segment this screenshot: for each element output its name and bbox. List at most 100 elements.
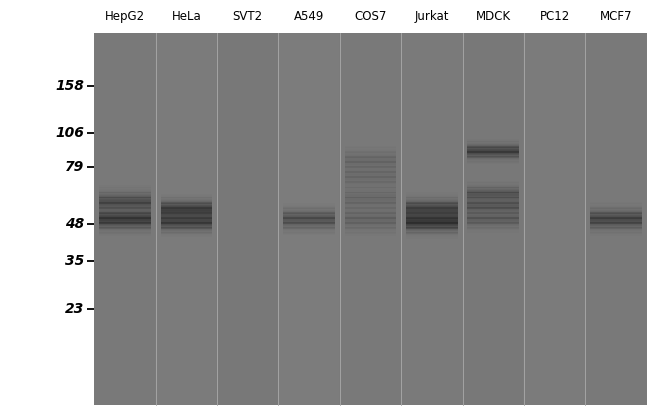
Bar: [467, 197, 519, 199]
Bar: [467, 224, 519, 226]
Bar: [467, 191, 519, 193]
Bar: [161, 222, 212, 224]
Text: SVT2: SVT2: [233, 10, 263, 23]
Bar: [99, 214, 151, 215]
Bar: [406, 229, 458, 231]
Bar: [467, 209, 519, 210]
Bar: [99, 190, 151, 191]
Bar: [344, 185, 396, 186]
Bar: [344, 173, 396, 175]
Bar: [467, 156, 519, 158]
Bar: [161, 221, 212, 222]
Bar: [590, 224, 642, 226]
Bar: [467, 196, 519, 198]
Bar: [406, 209, 458, 210]
Bar: [161, 219, 212, 220]
Bar: [590, 219, 642, 221]
Bar: [161, 232, 212, 234]
Bar: [344, 148, 396, 149]
Bar: [95, 33, 155, 405]
Bar: [467, 143, 519, 144]
Bar: [283, 223, 335, 225]
Bar: [99, 215, 151, 217]
Bar: [590, 234, 642, 236]
Bar: [344, 164, 396, 166]
Bar: [161, 196, 212, 198]
Bar: [99, 206, 151, 208]
Bar: [161, 234, 212, 236]
Bar: [161, 207, 212, 209]
Bar: [99, 227, 151, 229]
Bar: [99, 205, 151, 206]
Bar: [99, 219, 151, 221]
Bar: [344, 215, 396, 217]
Bar: [344, 146, 396, 148]
Bar: [406, 194, 458, 195]
Bar: [406, 226, 458, 227]
Bar: [161, 195, 212, 196]
Bar: [406, 214, 458, 215]
Bar: [99, 231, 151, 232]
Bar: [283, 233, 335, 235]
Bar: [161, 201, 212, 203]
Bar: [463, 33, 523, 405]
Bar: [406, 206, 458, 208]
Bar: [467, 182, 519, 184]
Bar: [467, 219, 519, 221]
Bar: [406, 219, 458, 220]
Bar: [344, 221, 396, 222]
Bar: [344, 205, 396, 206]
Bar: [344, 211, 396, 213]
Bar: [467, 195, 519, 196]
Bar: [344, 222, 396, 224]
Bar: [283, 214, 335, 215]
Bar: [344, 209, 396, 210]
Bar: [161, 214, 212, 215]
Bar: [161, 226, 212, 227]
Bar: [283, 229, 335, 231]
Bar: [467, 181, 519, 183]
Bar: [406, 221, 458, 222]
Text: COS7: COS7: [354, 10, 387, 23]
Bar: [99, 197, 151, 199]
Bar: [99, 219, 151, 220]
Bar: [99, 196, 151, 198]
Bar: [344, 189, 396, 190]
Bar: [467, 153, 519, 154]
Bar: [99, 194, 151, 195]
Bar: [406, 224, 458, 226]
Bar: [344, 156, 396, 158]
Bar: [406, 210, 458, 212]
Bar: [99, 189, 151, 190]
Bar: [344, 168, 396, 170]
Bar: [344, 160, 396, 162]
Bar: [99, 211, 151, 213]
Bar: [161, 205, 212, 206]
Bar: [467, 200, 519, 201]
Bar: [590, 232, 642, 234]
Bar: [161, 211, 212, 213]
Bar: [344, 227, 396, 229]
Bar: [467, 159, 519, 161]
Bar: [161, 212, 212, 214]
Bar: [467, 145, 519, 147]
Bar: [344, 214, 396, 215]
Bar: [467, 214, 519, 215]
Bar: [344, 186, 396, 188]
Bar: [99, 209, 151, 210]
Bar: [467, 141, 519, 143]
Bar: [283, 224, 335, 226]
Bar: [467, 197, 519, 199]
Bar: [99, 200, 151, 201]
Bar: [344, 210, 396, 212]
Bar: [467, 211, 519, 213]
Bar: [99, 211, 151, 213]
Bar: [344, 176, 396, 178]
Bar: [344, 187, 396, 189]
Bar: [344, 199, 396, 200]
Bar: [283, 222, 335, 224]
Bar: [161, 228, 212, 230]
Bar: [161, 224, 212, 226]
Bar: [406, 192, 458, 194]
Bar: [406, 226, 458, 227]
